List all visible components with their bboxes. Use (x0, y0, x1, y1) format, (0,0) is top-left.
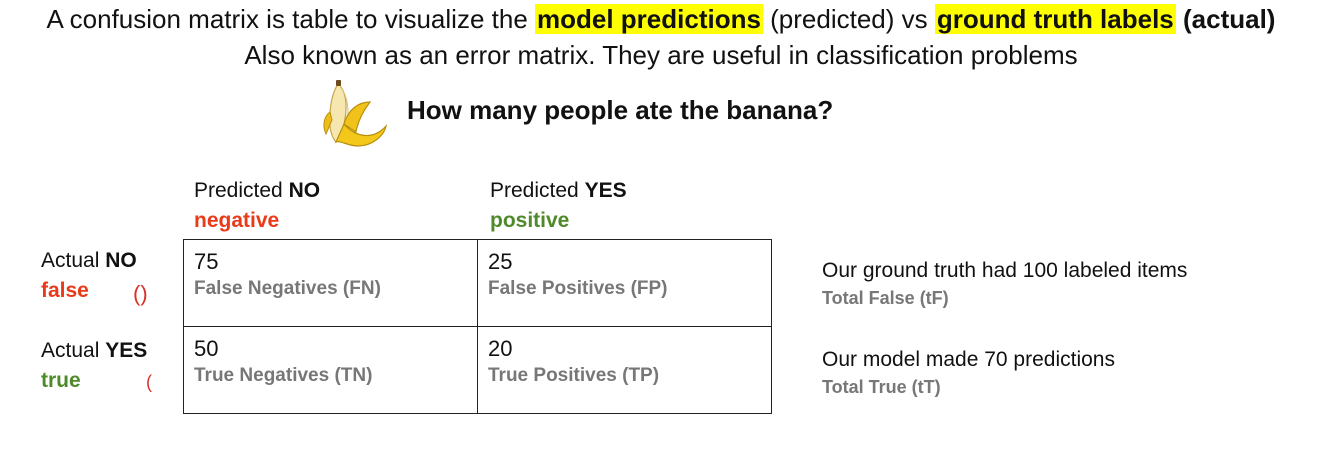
cell-value: 50 (194, 336, 219, 361)
column-header-strong: YES (584, 179, 627, 202)
title-line-1: A confusion matrix is table to visualize… (0, 4, 1322, 35)
table-row: 50 True Negatives (TN) 20 True Positives… (183, 326, 772, 414)
annotation-mark-true: ( (146, 372, 152, 392)
annotation-mark-false: () (133, 281, 148, 306)
side-note-text: Our ground truth had 100 labeled items (822, 259, 1188, 282)
banana-icon (323, 80, 388, 147)
cell-label: False Negatives (FN) (194, 278, 381, 299)
side-note-text: Our model made 70 predictions (822, 348, 1115, 371)
title-text-b: (predicted) vs (762, 4, 935, 34)
row-subheader-false: false (41, 279, 89, 302)
row-header-actual-yes: Actual YES true (41, 336, 147, 396)
row-header-prefix: Actual (41, 249, 106, 272)
cell-label: False Positives (FP) (488, 278, 668, 299)
cell-true-positives: 20 True Positives (TP) (477, 326, 772, 414)
column-subheader-negative: negative (194, 209, 280, 232)
confusion-matrix: 75 False Negatives (FN) 25 False Positiv… (183, 239, 772, 414)
side-note-predictions: Our model made 70 predictions Total True… (822, 346, 1115, 400)
row-header-strong: YES (105, 339, 148, 362)
cell-false-positives: 25 False Positives (FP) (477, 239, 772, 327)
side-note-sub: Total True (tT) (822, 377, 941, 397)
column-header-predicted-no: Predicted NO negative (194, 176, 320, 236)
highlight-model-predictions: model predictions (535, 4, 763, 34)
column-header-prefix: Predicted (194, 179, 289, 202)
side-note-sub: Total False (tF) (822, 288, 949, 308)
title-line-2: Also known as an error matrix. They are … (244, 40, 1078, 70)
row-header-strong: NO (105, 249, 137, 272)
cell-true-negatives: 50 True Negatives (TN) (183, 326, 478, 414)
column-subheader-positive: positive (490, 209, 570, 232)
column-header-predicted-yes: Predicted YES positive (490, 176, 627, 236)
table-row: 75 False Negatives (FN) 25 False Positiv… (183, 239, 772, 327)
side-note-ground-truth: Our ground truth had 100 labeled items T… (822, 257, 1187, 311)
cell-false-negatives: 75 False Negatives (FN) (183, 239, 478, 327)
cell-value: 25 (488, 249, 513, 274)
title-text-c: (actual) (1175, 4, 1276, 34)
row-header-actual-no: Actual NO false (41, 246, 137, 306)
title-text-a: A confusion matrix is table to visualize… (46, 4, 535, 34)
column-header-prefix: Predicted (490, 179, 585, 202)
cell-value: 75 (194, 249, 219, 274)
question-heading: How many people ate the banana? (407, 95, 834, 125)
cell-value: 20 (488, 336, 513, 361)
row-subheader-true: true (41, 369, 81, 392)
row-header-prefix: Actual (41, 339, 106, 362)
cell-label: True Positives (TP) (488, 365, 660, 386)
cell-label: True Negatives (TN) (194, 365, 373, 386)
highlight-ground-truth-labels: ground truth labels (934, 4, 1176, 34)
column-header-strong: NO (288, 179, 321, 202)
